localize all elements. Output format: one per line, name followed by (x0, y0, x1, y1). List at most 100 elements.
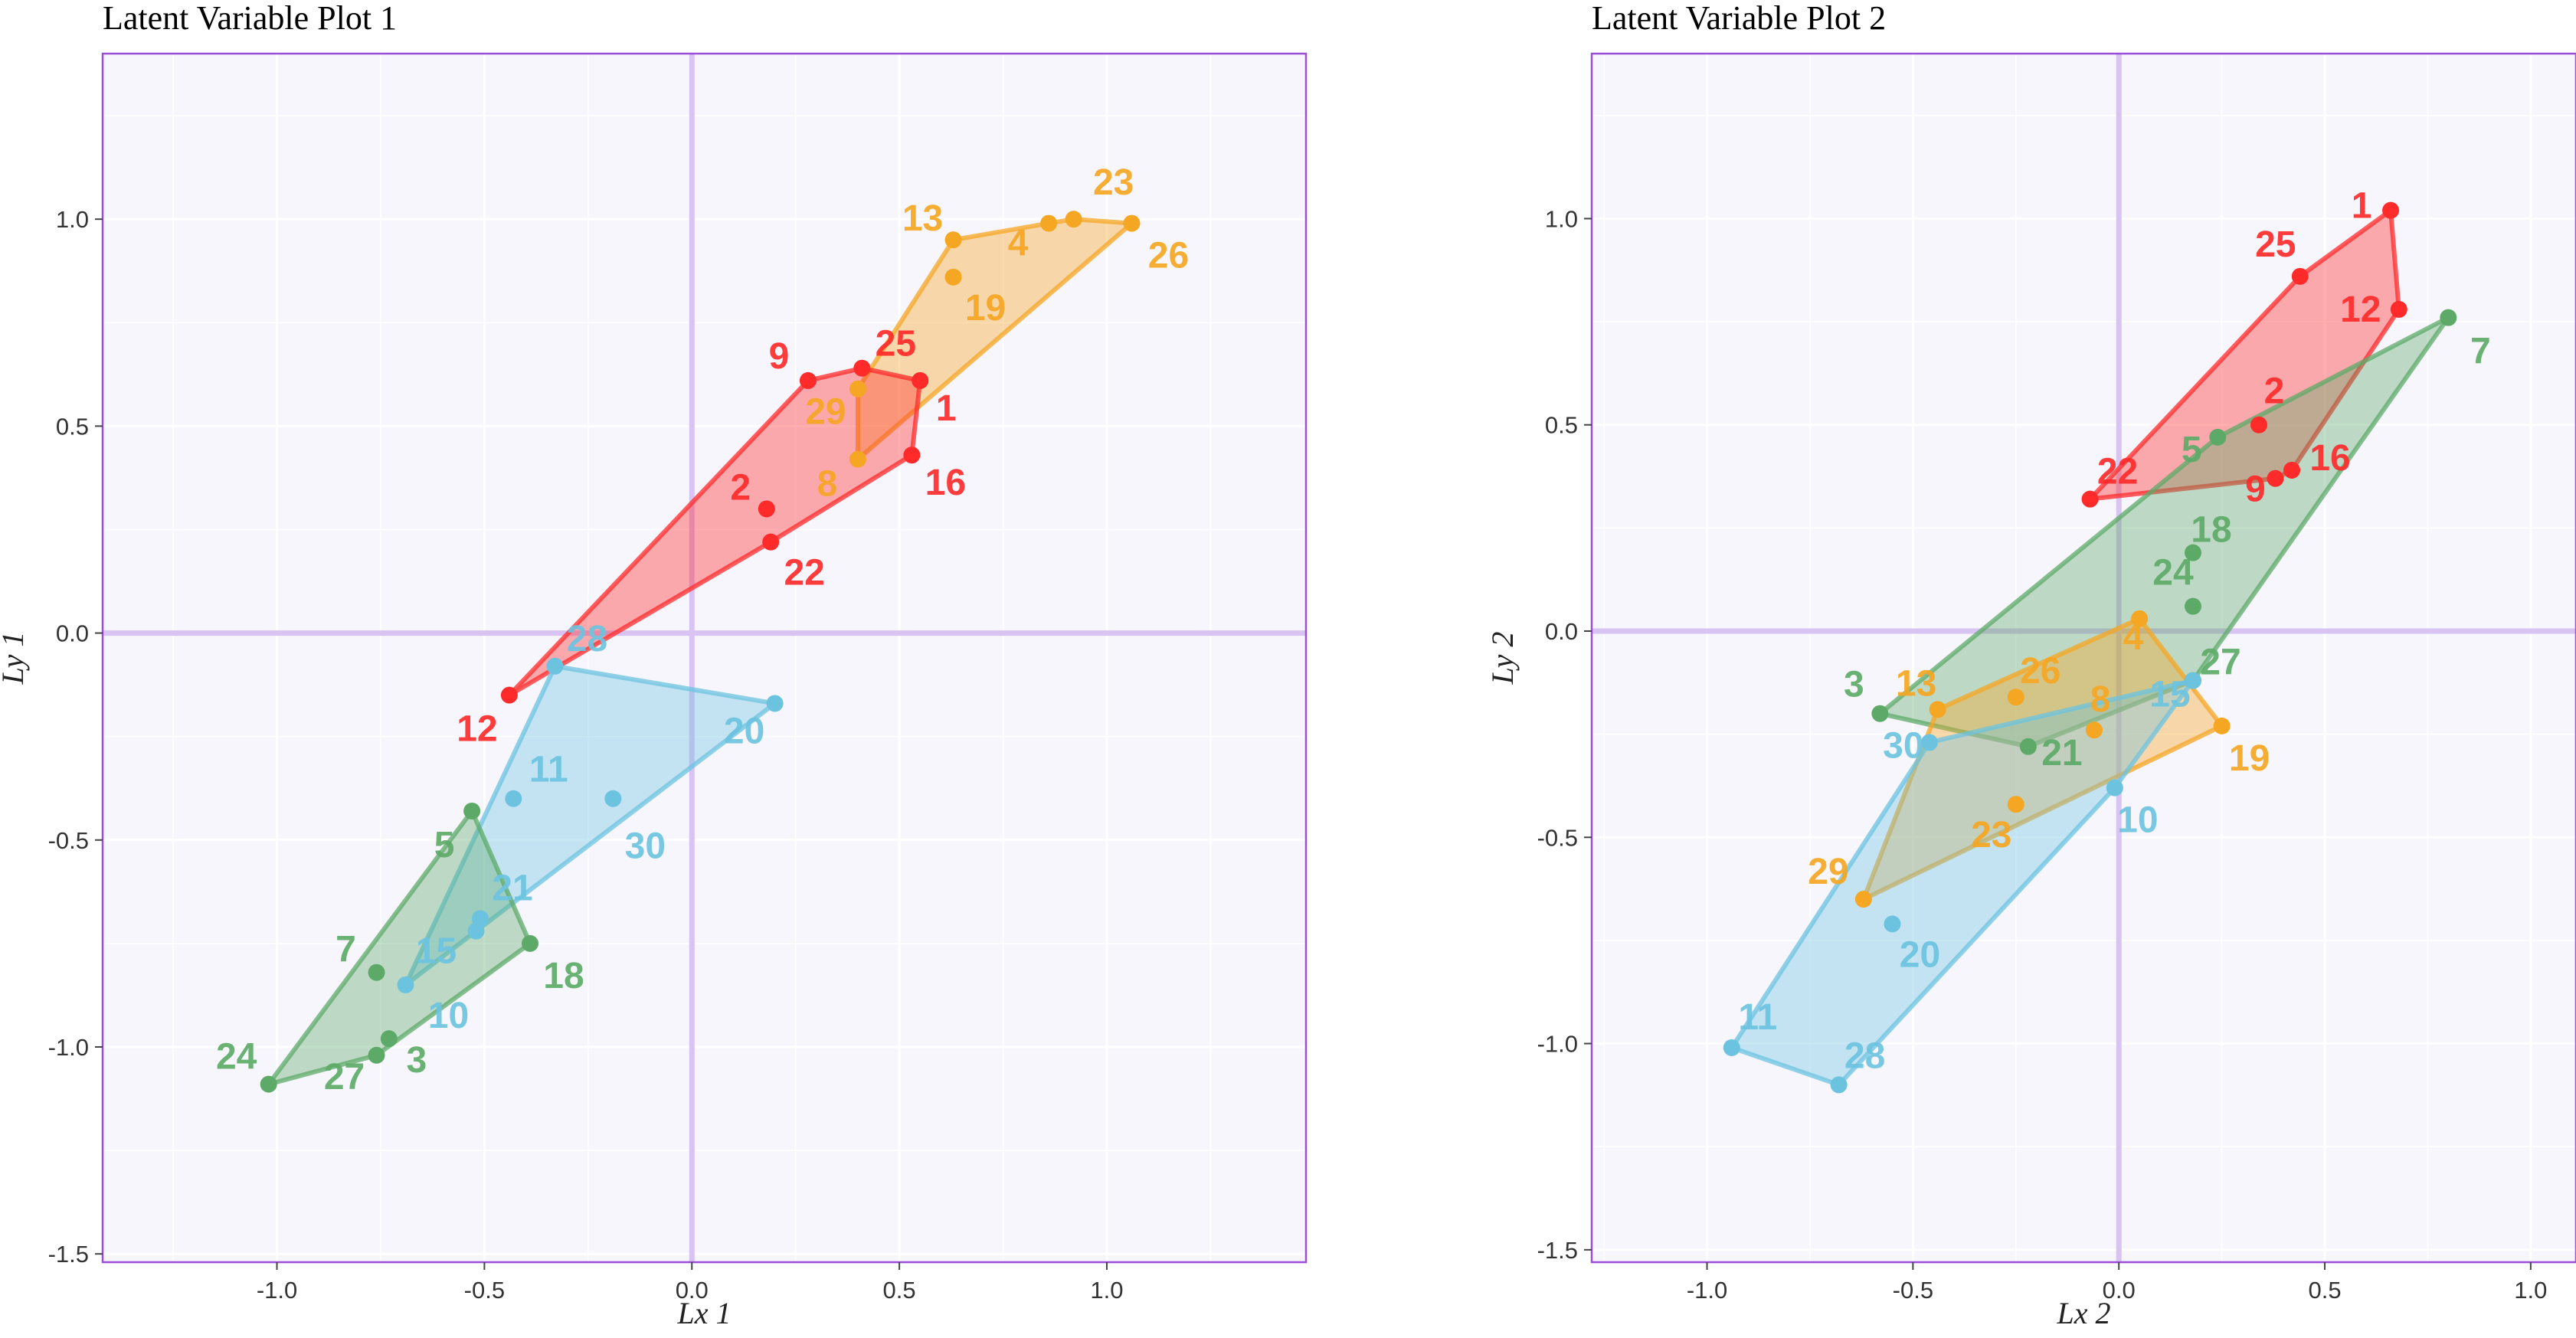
data-point (2382, 201, 2400, 219)
data-point (1065, 211, 1082, 228)
data-point (853, 359, 871, 377)
y-tick-label: 0.0 (1545, 618, 1578, 645)
point-label: 10 (2117, 800, 2158, 841)
data-point (1123, 214, 1141, 232)
x-tick-label: 1.0 (1090, 1277, 1123, 1304)
point-label: 4 (2123, 617, 2144, 658)
point-label: 21 (492, 868, 532, 908)
point-label: 19 (965, 288, 1006, 329)
x-tick-label: -1.0 (1687, 1277, 1727, 1304)
data-point (1929, 701, 1946, 718)
x-tick-label: -0.5 (1893, 1277, 1933, 1304)
point-label: 30 (625, 826, 666, 867)
point-label: 16 (2309, 438, 2350, 479)
point-label: 1 (936, 388, 957, 429)
point-label: 30 (1883, 725, 1923, 766)
point-label: 12 (457, 709, 497, 750)
data-point (2250, 416, 2268, 433)
y-axis-title: Ly 2 (1485, 632, 1520, 685)
x-tick-label: 0.5 (883, 1277, 916, 1304)
data-point (2390, 300, 2407, 318)
point-label: 21 (2041, 733, 2082, 774)
point-label: 22 (2097, 452, 2138, 492)
y-tick-label: -1.5 (48, 1241, 89, 1268)
point-label: 25 (2255, 224, 2296, 265)
data-point (849, 380, 866, 397)
data-point (2184, 597, 2201, 615)
point-label: 10 (428, 996, 469, 1036)
data-point (505, 790, 522, 807)
x-axis-title: Lx 1 (677, 1296, 732, 1330)
point-label: 28 (567, 619, 607, 659)
data-point (463, 802, 481, 819)
y-tick-label: -0.5 (48, 827, 89, 854)
chart-title: Latent Variable Plot 1 (103, 0, 397, 37)
data-point (1884, 915, 1901, 933)
y-tick-label: 0.5 (56, 413, 89, 440)
data-point (380, 1030, 398, 1048)
point-label: 19 (2229, 738, 2270, 779)
data-point (944, 231, 962, 249)
data-point (2184, 672, 2201, 689)
x-axis-title: Lx 2 (2057, 1296, 2111, 1330)
point-label: 20 (1900, 934, 1940, 975)
point-label: 24 (216, 1037, 257, 1078)
plot-border (101, 52, 1308, 1264)
data-point (912, 371, 929, 389)
data-point (2291, 267, 2309, 285)
point-label: 26 (2020, 651, 2060, 692)
data-point (799, 371, 817, 389)
grid-lines (103, 54, 1306, 1262)
point-label: 5 (2182, 430, 2202, 470)
data-point (467, 922, 485, 940)
y-tick-label: -1.0 (48, 1034, 89, 1061)
point-label: 24 (2152, 553, 2194, 594)
point-label: 13 (1896, 663, 1936, 704)
point-label: 11 (529, 750, 568, 790)
point-label: 23 (1971, 815, 2011, 855)
point-label: 18 (2191, 510, 2231, 551)
data-point (2209, 428, 2227, 446)
data-point (500, 686, 518, 704)
point-label: 13 (902, 198, 943, 239)
x-tick-label: 0.0 (2103, 1277, 2136, 1304)
data-point (2283, 461, 2301, 479)
data-point (903, 447, 921, 464)
point-label: 7 (336, 930, 356, 970)
point-label: 18 (543, 956, 584, 996)
data-point (604, 790, 622, 807)
plot-border (1590, 52, 2576, 1264)
data-point (2081, 490, 2099, 508)
data-point (766, 695, 784, 712)
point-label: 2 (730, 467, 751, 508)
plot-background (1592, 54, 2576, 1262)
x-tick-label: 0.0 (676, 1277, 709, 1304)
point-label: 11 (1738, 997, 1777, 1038)
data-point (397, 976, 414, 993)
data-point (758, 500, 775, 518)
data-point (2007, 689, 2024, 706)
point-label: 22 (784, 553, 824, 594)
point-label: 4 (1008, 224, 1029, 264)
group-hull (1877, 315, 2451, 749)
data-point (1871, 705, 1889, 722)
data-point (1723, 1039, 1740, 1056)
x-tick-label: 0.5 (2308, 1277, 2341, 1304)
y-tick-label: 0.5 (1545, 412, 1578, 439)
point-label: 9 (2245, 469, 2266, 510)
data-point (2267, 469, 2284, 487)
group-hull (1729, 678, 2195, 1088)
y-tick-label: 1.0 (56, 206, 89, 233)
y-tick-label: -0.5 (1537, 824, 1578, 851)
point-label: 15 (2149, 675, 2190, 715)
point-label: 26 (1148, 236, 1189, 276)
point-label: 12 (2340, 290, 2381, 330)
point-label: 29 (805, 392, 846, 433)
point-label: 1 (2352, 186, 2372, 227)
y-tick-label: 0.0 (56, 620, 89, 647)
point-label: 3 (1844, 665, 1864, 705)
point-label: 27 (2200, 643, 2240, 683)
data-point (1854, 891, 1872, 908)
data-point (2085, 721, 2103, 739)
